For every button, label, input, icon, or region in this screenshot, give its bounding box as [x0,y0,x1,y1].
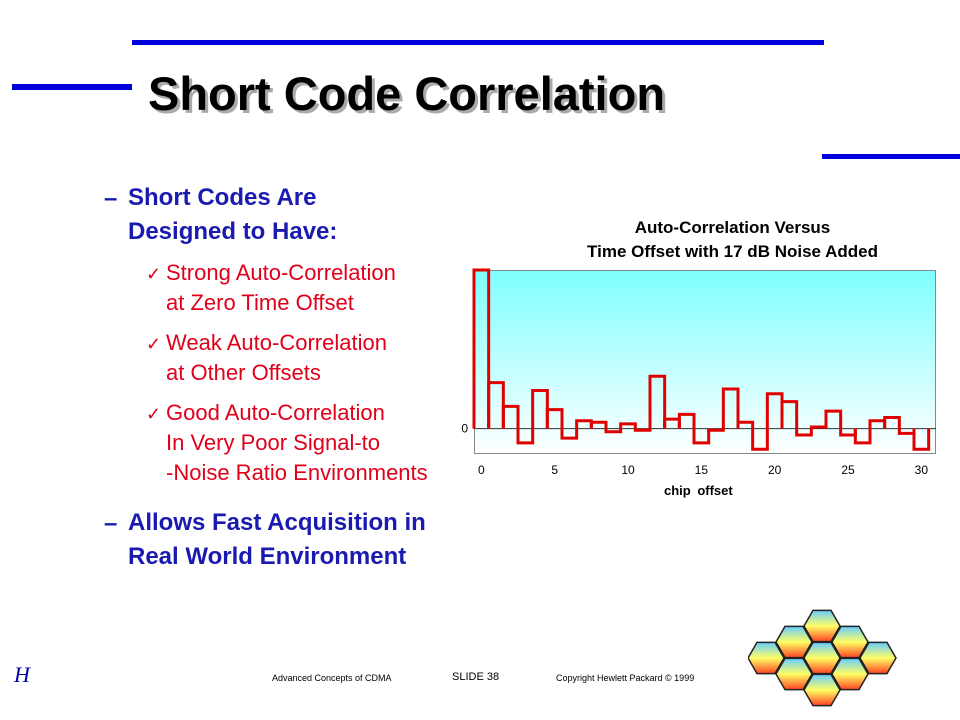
sub-bullet-2-line-1: Weak Auto-Correlation [166,330,387,355]
sub-bullet-2-line-2: at Other Offsets [166,360,321,385]
bullet-dash-2: – [104,510,118,537]
x-tick-label: 25 [841,463,855,477]
hp-logo: H [14,662,30,687]
bullet-1: Short Codes Are Designed to Have: [128,181,337,249]
footer-slide-number: SLIDE 38 [452,671,500,683]
sub-bullet-3-line-1: Good Auto-Correlation [166,400,385,425]
slide-title: Short Code Correlation [148,67,666,120]
hexagon-tile [803,609,841,643]
x-tick-label: 15 [695,463,709,477]
bullet-2: Allows Fast Acquisition in Real World En… [128,506,426,574]
x-tick-label: 5 [551,463,558,477]
x-tick-label: 30 [915,463,929,477]
hexagon-tile [859,641,897,675]
sub-bullet-3-line-2: In Very Poor Signal-to [166,430,381,455]
sub-bullet-2: Weak Auto-Correlation at Other Offsets [166,328,387,388]
hexagon-tile [803,673,841,707]
right-accent-bar [822,154,960,159]
sub-bullet-1-line-2: at Zero Time Offset [166,290,354,315]
plot-area [474,270,936,454]
sub-bullet-1-line-1: Strong Auto-Correlation [166,260,396,285]
hexagon-logo-graphic [748,609,897,707]
chart-title-line-2: Time Offset with 17 dB Noise Added [587,242,878,261]
hexagon-tile [775,625,813,659]
check-icon: ✓ [146,264,162,284]
sub-bullet-3-line-3: -Noise Ratio Environments [166,460,428,485]
x-tick-label: 10 [621,463,635,477]
left-accent-bar [12,84,132,90]
bullet-1-line-2: Designed to Have: [128,218,338,245]
hexagon-tile [748,641,785,675]
top-accent-bar [132,40,824,45]
chart-title-line-1: Auto-Correlation Versus [634,218,831,237]
y-tick-label: 0 [461,422,468,436]
bullet-2-line-1: Allows Fast Acquisition in [128,509,426,536]
bullet-1-line-1: Short Codes Are [128,184,317,211]
hexagon-tile [775,657,813,691]
bullet-2-line-2: Real World Environment [128,543,407,570]
footer-copyright: Copyright Hewlett Packard © 1999 [556,673,695,683]
check-icon: ✓ [146,404,162,424]
hexagon-tile [831,657,869,691]
bullet-dash-1: – [104,185,118,212]
x-axis-label: chip offset [664,483,733,498]
x-tick-label: 0 [478,463,485,477]
hexagon-tile [803,641,841,675]
check-icon: ✓ [146,334,162,354]
x-tick-label: 20 [768,463,782,477]
chart-title: Auto-Correlation Versus Time Offset with… [540,216,925,264]
sub-bullet-1: Strong Auto-Correlation at Zero Time Off… [166,258,396,318]
footer-course: Advanced Concepts of CDMA [272,673,392,683]
hexagon-tile [831,625,869,659]
sub-bullet-3: Good Auto-Correlation In Very Poor Signa… [166,398,428,488]
